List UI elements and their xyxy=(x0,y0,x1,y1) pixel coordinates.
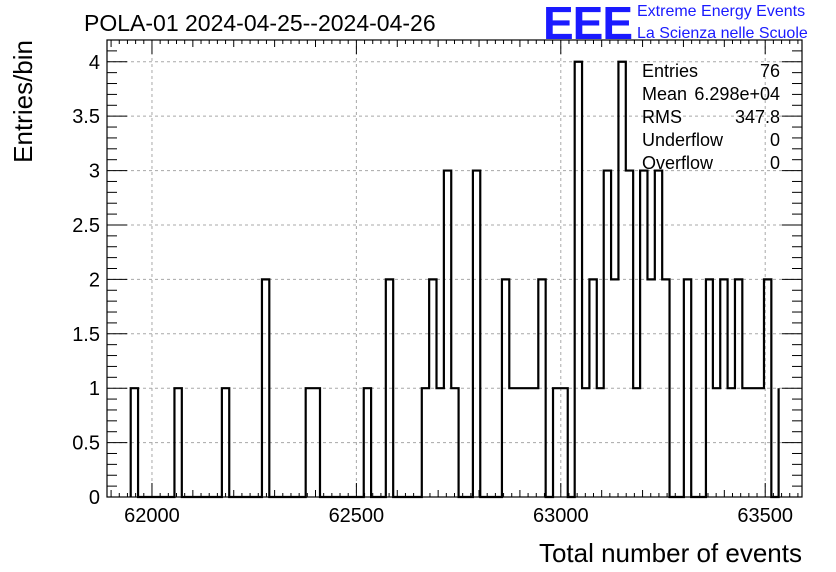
eee-logo: EEE xyxy=(543,0,633,49)
y-tick-label: 4 xyxy=(89,52,100,74)
y-axis-label: Entries/bin xyxy=(8,40,38,163)
stat-value: 6.298e+04 xyxy=(694,84,780,104)
axis-tick-labels: 62000 62500 63000 63500 0 0.5 1 1.5 2 2.5 3 3.5 4 xyxy=(72,52,793,527)
stat-value: 0 xyxy=(769,130,780,150)
y-tick-label: 1 xyxy=(89,378,100,400)
x-tick-label: 62500 xyxy=(329,505,385,527)
x-tick-label: 63000 xyxy=(533,505,589,527)
stat-label: Underflow xyxy=(642,130,724,150)
y-tick-label: 1.5 xyxy=(72,324,100,346)
y-tick-label: 3 xyxy=(89,161,100,183)
stats-box: Entries 76 Mean 6.298e+04 RMS 347.8 Unde… xyxy=(642,60,780,175)
stat-underflow: Underflow 0 xyxy=(642,129,780,152)
stat-mean: Mean 6.298e+04 xyxy=(642,83,780,106)
logo-line-1: Extreme Energy Events xyxy=(637,3,806,20)
x-tick-label: 63500 xyxy=(737,505,793,527)
y-tick-label: 0 xyxy=(89,487,100,509)
chart-title: POLA-01 2024-04-25--2024-04-26 xyxy=(84,10,436,36)
histogram-line xyxy=(129,60,780,499)
stat-value: 76 xyxy=(759,61,780,81)
y-tick-label: 2.5 xyxy=(72,215,100,237)
stat-entries: Entries 76 xyxy=(642,60,780,83)
stat-value: 0 xyxy=(769,153,780,173)
x-tick-label: 62000 xyxy=(124,505,180,527)
stat-value: 347.8 xyxy=(734,107,780,127)
stat-label: RMS xyxy=(642,107,682,127)
stat-label: Mean xyxy=(642,84,688,104)
y-tick-label: 2 xyxy=(89,269,100,291)
stat-overflow: Overflow 0 xyxy=(642,152,780,175)
logo-line-2: La Scienza nelle Scuole xyxy=(637,25,808,42)
stat-label: Overflow xyxy=(642,153,714,173)
y-tick-label: 3.5 xyxy=(72,106,100,128)
axis-ticks xyxy=(107,40,802,498)
y-tick-label: 0.5 xyxy=(72,433,100,455)
stat-label: Entries xyxy=(642,61,699,81)
x-axis-label: Total number of events xyxy=(539,538,802,568)
stat-rms: RMS 347.8 xyxy=(642,106,780,129)
